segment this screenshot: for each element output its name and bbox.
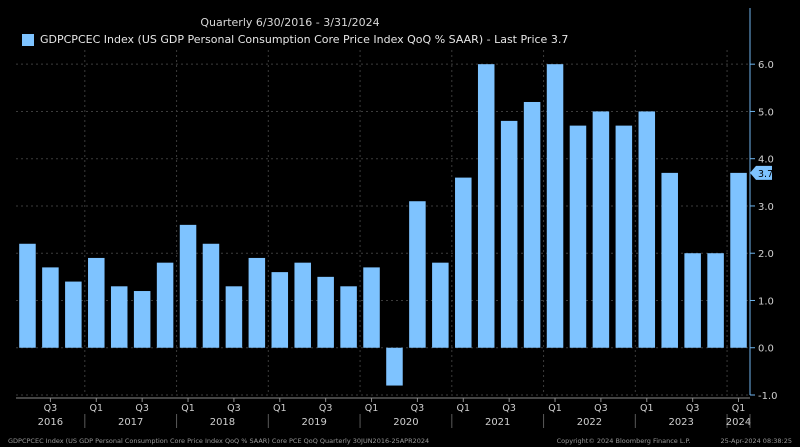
bar <box>202 243 220 348</box>
bar <box>317 276 334 348</box>
x-year-label: 2022 <box>577 417 602 428</box>
x-quarter-label: Q1 <box>273 403 287 414</box>
bar <box>477 64 495 348</box>
x-quarter-label: Q3 <box>319 403 333 414</box>
x-quarter-label: Q3 <box>686 403 700 414</box>
x-axis: Q3 Q1 Q3 Q1 Q3 Q1 Q3 Q1 Q3 Q1 Q3 Q1 Q3 Q1 Q3 Q1 2016 2017… <box>16 397 751 428</box>
x-year-label: 2016 <box>38 417 63 428</box>
x-quarter-label: Q1 <box>732 403 746 414</box>
bar <box>684 253 701 348</box>
last-price-label: 3.7 <box>758 169 773 180</box>
bar <box>19 243 36 348</box>
bar <box>638 111 656 348</box>
legend-entry[interactable]: GDPCPCEC Index (US GDP Personal Consumpt… <box>22 33 568 46</box>
x-year-label: 2020 <box>393 417 418 428</box>
bar <box>65 281 82 348</box>
footer-timestamp: 25-Apr-2024 08:38:25 <box>720 437 792 445</box>
footer-copyright: Copyright© 2024 Bloomberg Finance L.P. <box>556 437 691 445</box>
x-quarter-label: Q1 <box>457 403 471 414</box>
bar <box>592 111 610 348</box>
legend-label: GDPCPCEC Index (US GDP Personal Consumpt… <box>40 33 569 46</box>
bar <box>523 101 541 348</box>
x-quarter-label: Q3 <box>594 403 608 414</box>
legend-swatch <box>22 33 34 46</box>
bar <box>363 267 380 348</box>
x-year-label: 2017 <box>118 417 143 428</box>
bar <box>569 125 587 348</box>
x-quarter-label: Q1 <box>640 403 654 414</box>
date-range-title: Quarterly 6/30/2016 - 3/31/2024 <box>200 16 380 29</box>
x-quarter-label: Q1 <box>548 403 562 414</box>
y-tick-label: 1.0 <box>758 296 774 307</box>
bar <box>432 262 449 348</box>
bar <box>500 120 518 348</box>
y-tick-label: 5.0 <box>758 107 774 118</box>
x-year-label: 2019 <box>301 417 326 428</box>
x-quarter-label: Q1 <box>365 403 379 414</box>
bar <box>110 286 128 348</box>
y-tick-label: 0.0 <box>758 344 774 355</box>
bar <box>386 347 403 386</box>
x-quarter-label: Q1 <box>181 403 195 414</box>
bar <box>730 172 747 348</box>
y-tick-label: 4.0 <box>758 155 774 166</box>
x-quarter-label: Q3 <box>44 403 58 414</box>
bar <box>340 286 357 348</box>
footer-source: GDPCPCEC Index (US GDP Personal Consumpt… <box>8 437 430 445</box>
bar <box>271 272 289 348</box>
bar <box>294 262 311 348</box>
bar <box>225 286 243 348</box>
x-quarter-label: Q3 <box>411 403 425 414</box>
bar <box>42 267 59 348</box>
y-tick-label: -1.0 <box>758 391 778 402</box>
chart-header: Quarterly 6/30/2016 - 3/31/2024 GDPCPCEC… <box>0 16 800 52</box>
bar <box>661 172 678 348</box>
y-tick-label: 3.0 <box>758 202 774 213</box>
bar <box>156 262 174 348</box>
bar <box>409 201 426 348</box>
footer: GDPCPCEC Index (US GDP Personal Consumpt… <box>8 437 792 445</box>
x-year-label: 2018 <box>210 417 235 428</box>
bar <box>248 257 266 348</box>
bar <box>88 257 105 348</box>
x-quarter-label: Q3 <box>227 403 241 414</box>
y-axis: -1.0 0.0 1.0 2.0 3.0 4.0 5.0 6.0 3.7 <box>749 8 778 402</box>
x-quarter-label: Q3 <box>502 403 516 414</box>
bars <box>19 64 747 386</box>
bar <box>179 224 197 348</box>
y-tick-label: 2.0 <box>758 249 774 260</box>
bar <box>707 253 724 348</box>
bar <box>546 64 564 348</box>
x-year-label: 2021 <box>485 417 510 428</box>
x-quarter-label: Q3 <box>135 403 149 414</box>
last-price-tag <box>750 165 772 180</box>
bar <box>133 291 151 348</box>
y-tick-label: 6.0 <box>758 60 774 71</box>
x-year-label: 2024 <box>726 417 751 428</box>
bar <box>455 177 472 348</box>
x-year-label: 2023 <box>668 417 693 428</box>
x-quarter-label: Q1 <box>90 403 104 414</box>
bar <box>615 125 633 348</box>
